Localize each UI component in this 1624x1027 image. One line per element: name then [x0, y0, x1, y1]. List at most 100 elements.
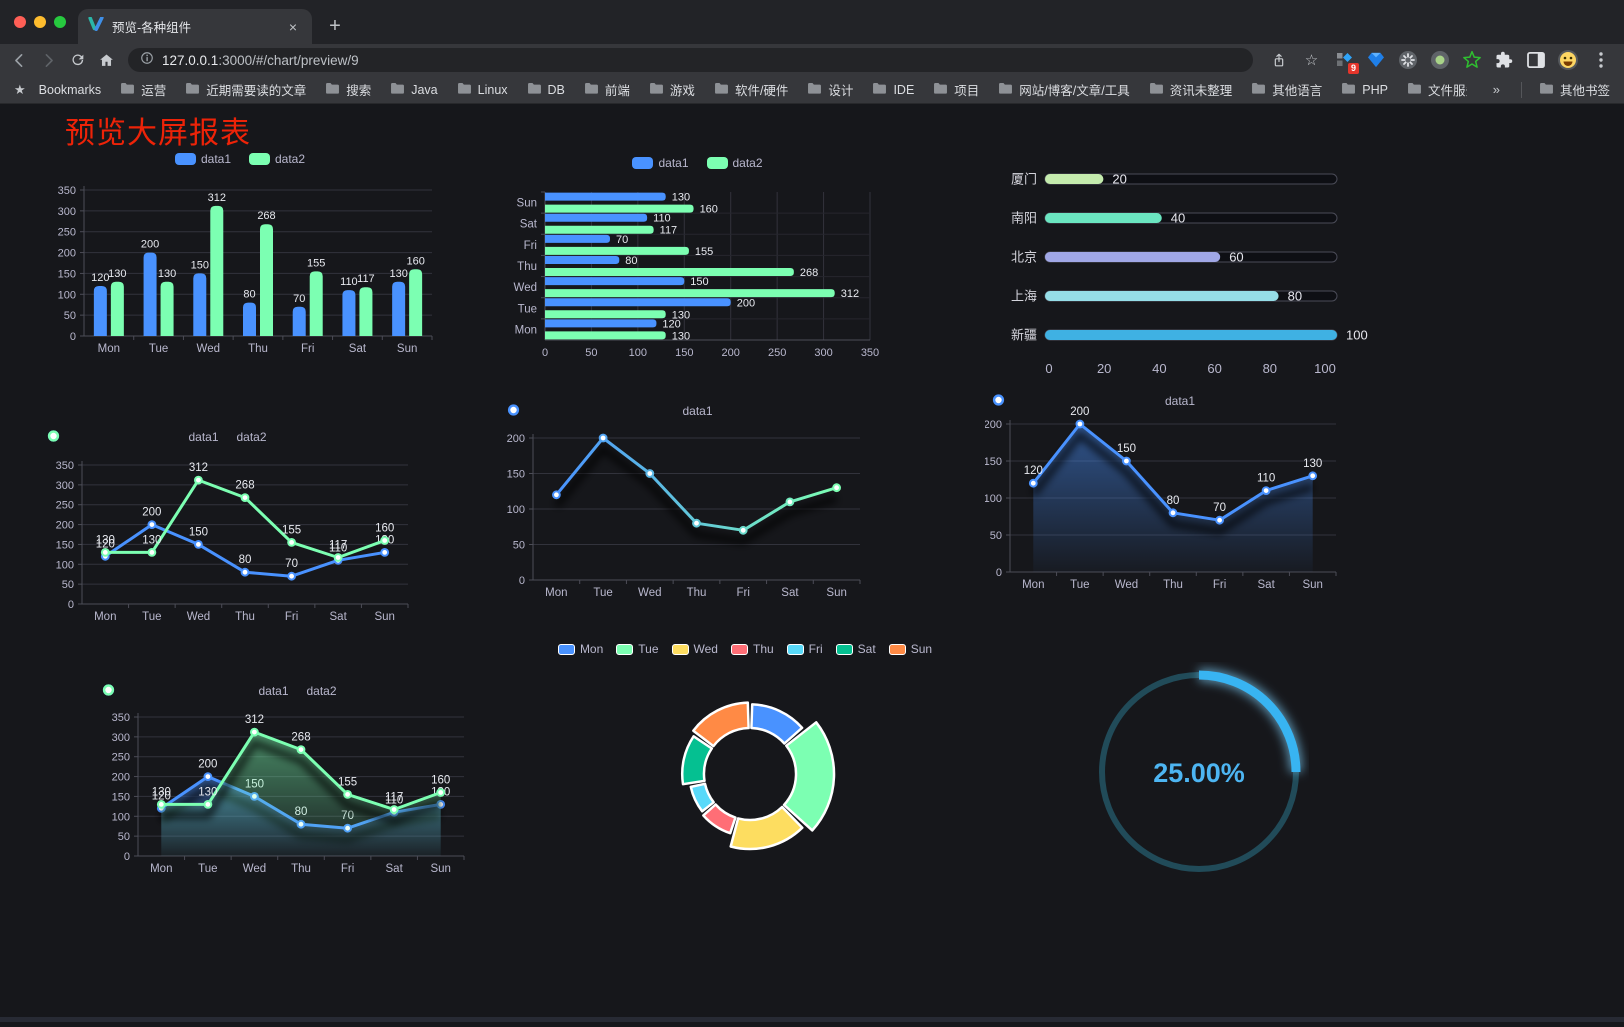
svg-text:117: 117	[660, 225, 678, 237]
url-text[interactable]: 127.0.0.1:3000/#/chart/preview/9	[162, 53, 359, 68]
site-info-icon[interactable]	[140, 51, 154, 70]
bookmark-folder[interactable]: 运营	[120, 80, 166, 99]
legend-item[interactable]: Fri	[786, 642, 823, 656]
svg-text:50: 50	[513, 540, 525, 552]
svg-text:Sun: Sun	[430, 863, 450, 875]
legend-item[interactable]: data1	[174, 152, 231, 166]
svg-text:Sat: Sat	[330, 611, 348, 623]
extension-gem-icon[interactable]	[1363, 47, 1389, 73]
legend-item[interactable]: data1	[985, 394, 1195, 408]
sidebar-toggle-icon[interactable]	[1523, 47, 1549, 73]
other-bookmarks-folder[interactable]: 其他书签	[1539, 80, 1610, 99]
bookmark-folder[interactable]: 近期需要读的文章	[185, 80, 306, 99]
new-tab-button[interactable]: +	[329, 15, 341, 37]
menu-icon[interactable]	[1587, 47, 1614, 73]
svg-text:Fri: Fri	[301, 343, 314, 355]
favicon	[88, 16, 104, 36]
svg-text:250: 250	[58, 227, 76, 239]
svg-text:80: 80	[625, 255, 637, 267]
chart-legend: data1 data2	[40, 152, 440, 166]
svg-text:300: 300	[112, 732, 130, 744]
legend-label: data1	[188, 430, 219, 444]
svg-text:150: 150	[1117, 443, 1136, 455]
svg-text:0: 0	[70, 331, 76, 343]
svg-text:120: 120	[96, 538, 115, 550]
bookmark-folder[interactable]: 前端	[584, 80, 630, 99]
svg-text:0: 0	[1045, 361, 1052, 376]
svg-text:130: 130	[96, 534, 115, 546]
svg-text:Wed: Wed	[514, 282, 537, 294]
home-icon[interactable]	[93, 47, 120, 73]
bookmark-folder[interactable]: 资讯未整理	[1149, 80, 1232, 99]
bookmark-folder[interactable]: 软件/硬件	[714, 80, 788, 99]
bookmark-folder-label: 游戏	[669, 84, 695, 98]
extension-wheel-icon[interactable]	[1395, 47, 1421, 73]
legend-item[interactable]: data2	[95, 684, 337, 698]
browser-toolbar: 127.0.0.1:3000/#/chart/preview/9 ☆ 9	[0, 44, 1624, 76]
svg-text:117: 117	[329, 540, 347, 552]
emoji-extension-icon[interactable]	[1555, 47, 1581, 73]
legend-item[interactable]: data1	[632, 156, 689, 170]
svg-text:130: 130	[672, 309, 690, 321]
svg-text:155: 155	[307, 257, 325, 269]
zoom-window-button[interactable]	[54, 16, 66, 28]
legend-item[interactable]: Sat	[835, 642, 876, 656]
chart-legend: data1 data2	[40, 430, 415, 444]
forward-icon[interactable]	[35, 47, 62, 73]
address-bar[interactable]: 127.0.0.1:3000/#/chart/preview/9	[128, 48, 1253, 72]
svg-text:350: 350	[112, 712, 130, 724]
tab-close-icon[interactable]: ×	[288, 18, 298, 35]
legend-item[interactable]: Tue	[616, 642, 659, 656]
legend-item[interactable]: data2	[40, 430, 267, 444]
bookmark-folder[interactable]: 其他语言	[1251, 80, 1322, 99]
folder-icon	[933, 82, 948, 97]
svg-text:0: 0	[519, 575, 525, 587]
svg-text:110: 110	[653, 213, 671, 225]
legend-item[interactable]: Wed	[671, 642, 718, 656]
legend-item[interactable]: data1	[500, 404, 713, 418]
bookmark-folder[interactable]: IDE	[872, 82, 914, 97]
folder-icon	[584, 82, 599, 97]
back-icon[interactable]	[6, 47, 33, 73]
legend-item[interactable]: data2	[706, 156, 763, 170]
svg-text:100: 100	[1314, 361, 1336, 376]
minimize-window-button[interactable]	[34, 16, 46, 28]
legend-item[interactable]: data2	[249, 152, 305, 166]
svg-text:130: 130	[152, 786, 171, 798]
close-window-button[interactable]	[14, 16, 26, 28]
bookmark-folder[interactable]: PHP	[1341, 82, 1388, 97]
reload-icon[interactable]	[64, 47, 91, 73]
bookmark-star-icon[interactable]: ☆	[1304, 52, 1319, 69]
share-icon[interactable]	[1265, 47, 1292, 73]
extension-proxy-icon[interactable]: 9	[1331, 47, 1359, 74]
legend-item[interactable]: Mon	[557, 642, 603, 656]
bookmark-folder[interactable]: Linux	[457, 82, 508, 97]
bookmark-folder[interactable]: 文件服务器	[1407, 80, 1467, 99]
bookmark-folder[interactable]: 搜索	[325, 80, 371, 99]
svg-text:Mon: Mon	[515, 324, 537, 336]
folder-icon	[714, 82, 729, 97]
bookmark-folder-label: PHP	[1362, 82, 1388, 97]
bookmark-folder[interactable]: 项目	[933, 80, 979, 99]
legend-item[interactable]: Sun	[888, 642, 932, 656]
bookmarks-overflow-chevron[interactable]: »	[1492, 82, 1500, 97]
bookmark-folder[interactable]: 游戏	[649, 80, 695, 99]
bookmark-folder[interactable]: DB	[527, 82, 565, 97]
extension-record-icon[interactable]	[1427, 47, 1453, 73]
svg-text:25.00%: 25.00%	[1153, 758, 1245, 788]
tab-strip: 预览-各种组件 × +	[0, 0, 1624, 44]
chart-legend: data1 data2	[95, 684, 500, 698]
legend-item[interactable]: Thu	[730, 642, 774, 656]
svg-text:110: 110	[385, 794, 403, 806]
folder-icon	[325, 82, 340, 97]
window-controls	[14, 16, 66, 28]
bookmark-folder[interactable]: Java	[390, 82, 438, 97]
extensions-puzzle-icon[interactable]	[1491, 47, 1517, 73]
bookmark-folder[interactable]: 设计	[807, 80, 853, 99]
bookmark-folder[interactable]: 网站/博客/文章/工具	[998, 80, 1130, 99]
svg-text:Thu: Thu	[291, 863, 311, 875]
svg-text:200: 200	[58, 248, 76, 260]
extension-green-star-icon[interactable]	[1459, 47, 1485, 73]
browser-tab[interactable]: 预览-各种组件 ×	[78, 9, 312, 44]
bookmark-folder-label: Linux	[477, 82, 508, 97]
